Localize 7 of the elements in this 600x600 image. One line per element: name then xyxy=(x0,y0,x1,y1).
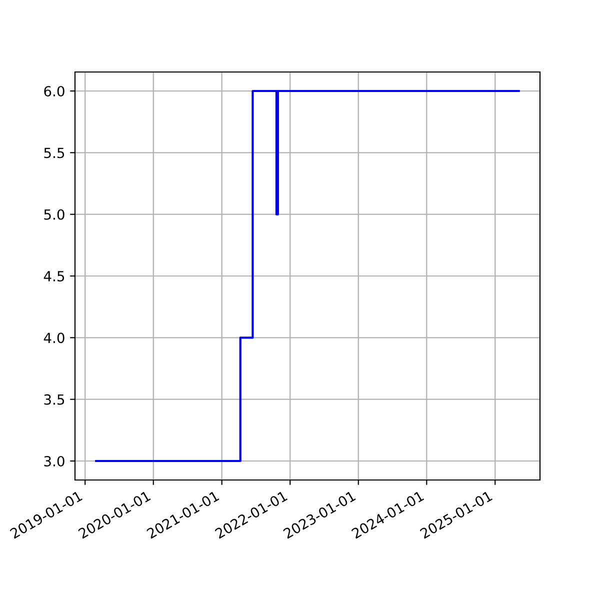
y-tick-label: 3.0 xyxy=(44,456,64,466)
y-tick-label: 5.5 xyxy=(44,148,64,158)
y-tick-label: 4.0 xyxy=(44,332,64,344)
y-tick-label: 3.5 xyxy=(44,394,64,405)
y-tick-label: 6.0 xyxy=(44,86,64,96)
y-tick-label: 5.0 xyxy=(44,209,64,220)
y-tick-label: 4.5 xyxy=(44,271,64,282)
